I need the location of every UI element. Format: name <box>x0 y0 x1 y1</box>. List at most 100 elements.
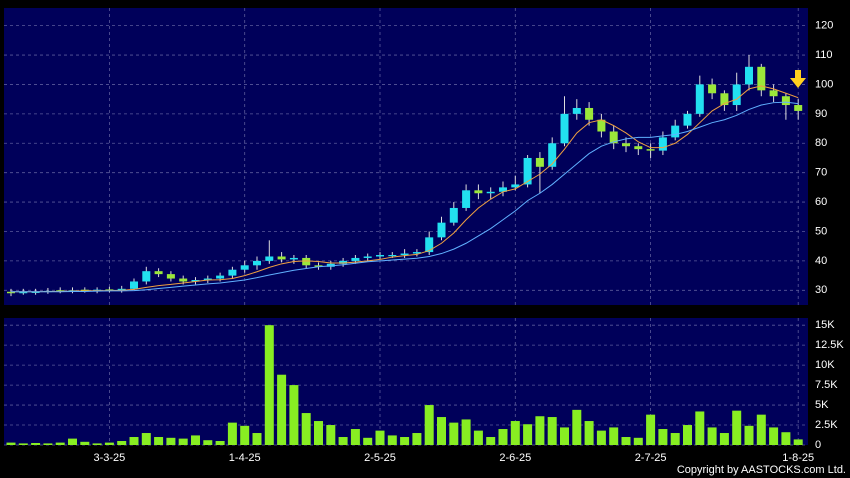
candle-body <box>314 265 323 267</box>
y-tick-label: 15K <box>815 319 835 331</box>
y-tick-label: 120 <box>815 20 833 32</box>
volume-bar <box>781 432 791 445</box>
candle-body <box>400 253 409 256</box>
candle-body <box>511 184 520 188</box>
volume-bar <box>338 437 348 445</box>
volume-panel <box>4 318 808 445</box>
x-tick-label: 2-5-25 <box>364 452 396 464</box>
candle-body <box>597 119 606 132</box>
volume-bar <box>646 414 656 445</box>
x-tick-label: 2-7-25 <box>635 452 667 464</box>
volume-bar <box>154 437 164 445</box>
candle-body <box>130 281 138 289</box>
volume-bar <box>621 437 631 445</box>
candle-body <box>609 131 618 144</box>
candle-body <box>769 90 778 97</box>
candle-body <box>216 275 225 279</box>
candle-body <box>240 265 249 270</box>
candle-body <box>154 271 163 275</box>
volume-bar <box>658 429 668 445</box>
volume-bar <box>92 443 102 445</box>
candle-body <box>326 263 335 267</box>
candle-body <box>474 190 483 194</box>
volume-bar <box>264 325 274 445</box>
volume-bar <box>510 421 520 445</box>
volume-bar <box>6 442 16 445</box>
volume-bar <box>240 425 250 445</box>
volume-bar <box>129 437 139 445</box>
y-tick-label: 60 <box>815 196 827 208</box>
candle-body <box>499 187 507 192</box>
volume-bar <box>80 441 90 445</box>
volume-bar <box>18 443 28 445</box>
candle-body <box>794 105 803 111</box>
candle-body <box>720 93 729 106</box>
volume-bar <box>215 441 225 445</box>
y-tick-label: 50 <box>815 225 827 237</box>
y-tick-label: 5K <box>815 399 829 411</box>
candle-body <box>695 84 704 114</box>
volume-bar <box>277 374 287 445</box>
candle-body <box>351 257 360 261</box>
candle-body <box>745 66 753 85</box>
candle-body <box>449 207 458 223</box>
candle-body <box>253 260 261 266</box>
candle-body <box>105 289 114 291</box>
candle-body <box>486 191 495 194</box>
volume-bar <box>437 417 446 445</box>
volume-bar <box>363 437 373 445</box>
volume-bar <box>769 427 779 445</box>
candle-body <box>622 143 630 147</box>
candle-body <box>658 137 667 151</box>
y-tick-label: 2.5K <box>815 419 838 431</box>
volume-bar <box>449 422 459 445</box>
volume-bar <box>547 417 557 445</box>
volume-bar <box>756 414 766 445</box>
candle-body <box>671 125 680 138</box>
candle-body <box>56 290 65 292</box>
candle-body <box>191 280 200 282</box>
candle-body <box>585 107 594 120</box>
y-tick-label: 12.5K <box>815 339 844 351</box>
volume-bar <box>670 433 680 445</box>
y-tick-label: 7.5K <box>815 379 838 391</box>
volume-bar <box>633 437 643 445</box>
volume-bar <box>719 433 729 445</box>
candle-body <box>302 257 311 266</box>
candle-body <box>560 113 569 144</box>
candle-body <box>19 291 28 294</box>
volume-bar <box>375 430 385 445</box>
volume-bar <box>203 440 213 445</box>
candle-body <box>80 289 89 291</box>
volume-bar <box>31 443 41 445</box>
volume-bar <box>584 421 594 445</box>
volume-bar <box>68 438 77 445</box>
volume-bar <box>387 435 397 445</box>
volume-bar <box>55 442 65 445</box>
volume-bar <box>572 409 582 445</box>
volume-bar <box>424 405 434 445</box>
candle-body <box>572 107 581 114</box>
volume-bar <box>43 443 53 445</box>
volume-bar <box>461 419 471 445</box>
plot: 30 40 50 60 70 80 90 100 110 120 0 2.5K 5K 7.5K 10K 12.… <box>4 8 844 464</box>
candle-body <box>634 146 643 150</box>
volume-bar <box>191 435 200 445</box>
y-tick-label: 30 <box>815 284 827 296</box>
candle-body <box>179 278 188 282</box>
candle-body <box>548 143 557 167</box>
volume-bar <box>117 441 127 445</box>
candle-body <box>535 157 544 167</box>
moving-average-line <box>11 101 799 293</box>
volume-bar <box>400 437 410 445</box>
volume-bar <box>486 437 496 445</box>
copyright: Copyright by AASTOCKS.com Ltd. <box>677 464 846 476</box>
candle-body <box>523 157 532 185</box>
volume-bar <box>560 427 569 445</box>
moving-average-line <box>11 85 799 293</box>
volume-bar <box>744 425 754 445</box>
x-tick-label: 1-8-25 <box>782 452 814 464</box>
candle-body <box>462 190 471 208</box>
candle-body <box>363 256 372 258</box>
candle-body <box>265 256 274 261</box>
